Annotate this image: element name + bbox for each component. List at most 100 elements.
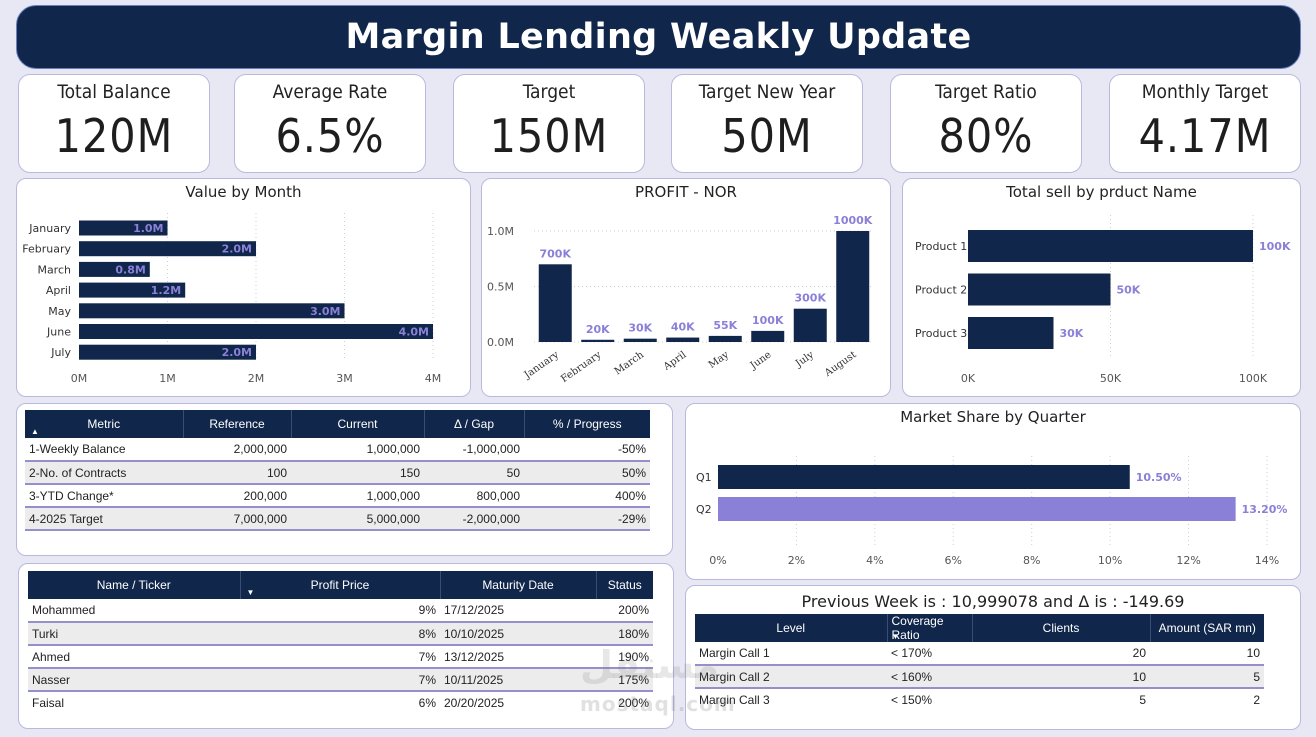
table-row[interactable]: 4-2025 Target 7,000,000 5,000,000 -2,000,00… [25, 507, 650, 531]
cell: 9% [240, 599, 440, 623]
column-header-amount[interactable]: Amount (SAR mn) [1150, 614, 1264, 642]
category-label: June [46, 326, 71, 339]
kpi-card-target[interactable]: Target 150M [453, 74, 645, 173]
category-label: July [50, 346, 71, 359]
cell: 180% [596, 622, 653, 646]
cell: 5 [1139, 693, 1146, 707]
tick-label: 50K [1100, 372, 1122, 385]
cell: Turki [28, 622, 240, 646]
bar [968, 230, 1253, 262]
table-row[interactable]: 2-No. of Contracts 100 150 50 50% [25, 461, 650, 485]
bar [968, 273, 1111, 306]
cell: < 160% [887, 665, 972, 689]
data-label: 100K [752, 314, 784, 327]
cell: 100 [183, 461, 291, 485]
previous-week-title: Previous Week is : 10,999078 and Δ is : … [801, 592, 1185, 611]
bar [751, 330, 785, 342]
data-label: 0.8M [115, 263, 145, 276]
table-row[interactable]: Margin Call 1 < 170% 20 10 [695, 642, 1264, 666]
kpi-card-target-new-year[interactable]: Target New Year 50M [671, 74, 863, 173]
cell: 1-Weekly Balance [25, 438, 183, 462]
cell: -1,000,000 [424, 438, 524, 462]
cell: 5 [1150, 665, 1264, 689]
kpi-card-total-balance[interactable]: Total Balance 120M [18, 74, 210, 173]
column-header-level[interactable]: Level [695, 614, 888, 642]
kpi-value: 6.5% [275, 109, 385, 163]
table-row[interactable]: Nasser 7% 10/11/2025 175% [28, 668, 653, 692]
kpi-value: 150M [489, 109, 609, 163]
sort-up-icon[interactable]: ▲ [31, 427, 39, 436]
category-label: June [748, 349, 774, 372]
column-header-coverage-ratio[interactable]: Coverage Ratio ▼ [887, 614, 973, 642]
cell: 10 [972, 665, 1150, 689]
cell: 10/10/2025 [440, 622, 596, 646]
total-sell-panel[interactable]: Total sell by prduct Name 0K 50K 100K Produ… [902, 178, 1301, 397]
column-header-status[interactable]: Status [596, 571, 653, 599]
column-header-maturity-date[interactable]: Maturity Date [440, 571, 597, 599]
value-by-month-panel[interactable]: Value by Month 0M 1M 2M 3M 4M January 1.0M Febr… [16, 178, 471, 397]
profit-nor-panel[interactable]: PROFIT - NOR 0.0M 0.5M 1.0M 700K January 20K F… [481, 178, 891, 397]
column-header-gap[interactable]: Δ / Gap [424, 410, 525, 438]
market-share-panel[interactable]: Market Share by Quarter 0% 2% 4% 6% 8% 10% 12%… [685, 403, 1301, 580]
bar [79, 344, 256, 360]
cell: Mohammed [28, 599, 240, 623]
data-label: 13.20% [1242, 503, 1288, 516]
cell: 7% [240, 668, 440, 692]
sort-down-icon[interactable]: ▼ [246, 588, 255, 597]
tick-label: 14% [1255, 554, 1279, 567]
chart-title: Market Share by Quarter [900, 408, 1086, 426]
cell: 150 [291, 461, 424, 485]
cell: 200% [596, 599, 653, 623]
category-label: July [793, 349, 816, 370]
profit-nor-chart: 0.0M 0.5M 1.0M 700K January 20K February 30K Mar… [487, 214, 874, 385]
table-row[interactable]: Margin Call 3 < 150% 5 2 [695, 688, 1264, 711]
table-row[interactable]: Mohammed 9% 17/12/2025 200% [28, 599, 653, 623]
cell: 2,000,000 [183, 438, 291, 462]
kpi-label: Target Ratio [935, 81, 1037, 103]
bar [718, 497, 1236, 521]
table-row[interactable]: Faisal 6% 20/20/2025 200% [28, 691, 653, 714]
data-label: 700K [540, 247, 572, 260]
cell: Faisal [32, 696, 65, 710]
market-share-chart: 0% 2% 4% 6% 8% 10% 12% 14% Q1 10.50% Q2 13.20% [696, 456, 1288, 567]
tick-label: 100K [1239, 372, 1268, 385]
table-row[interactable]: Turki 8% 10/10/2025 180% [28, 622, 653, 646]
cell: 7,000,000 [183, 507, 291, 531]
cell: 175% [596, 668, 653, 692]
sort-down-icon[interactable]: ▼ [891, 632, 900, 641]
kpi-card-average-rate[interactable]: Average Rate 6.5% [234, 74, 426, 173]
data-label: 4.0M [399, 326, 429, 339]
data-label: 1.2M [151, 284, 181, 297]
tick-label: 1M [159, 372, 176, 385]
bar [538, 264, 572, 342]
bar [666, 337, 700, 342]
table-row[interactable]: Margin Call 2 < 160% 10 5 [695, 665, 1264, 689]
cell: 17/12/2025 [440, 599, 596, 623]
column-header-current[interactable]: Current [291, 410, 425, 438]
bar [708, 335, 742, 342]
kpi-card-target-ratio[interactable]: Target Ratio 80% [890, 74, 1082, 173]
category-label: Product 1 [915, 240, 967, 253]
table-row[interactable]: 1-Weekly Balance 2,000,000 1,000,000 -1,000… [25, 438, 650, 462]
table-row[interactable]: Ahmed 7% 13/12/2025 190% [28, 645, 653, 669]
tick-label: 10% [1098, 554, 1122, 567]
column-header-progress[interactable]: % / Progress [524, 410, 650, 438]
cell: Margin Call 1 [695, 642, 887, 666]
column-header-clients[interactable]: Clients [972, 614, 1151, 642]
cell: 5,000,000 [291, 507, 424, 531]
category-label: Product 3 [915, 327, 967, 340]
column-header-name[interactable]: Name / Ticker [28, 571, 241, 599]
kpi-card-monthly-target[interactable]: Monthly Target 4.17M [1109, 74, 1301, 173]
column-header-reference[interactable]: Reference [183, 410, 292, 438]
table-row[interactable]: 3-YTD Change* 200,000 1,000,000 800,000 400% [25, 484, 650, 508]
kpi-label: Average Rate [272, 81, 388, 103]
column-header-metric[interactable]: Metric ▲ [25, 410, 184, 438]
kpi-label: Monthly Target [1141, 81, 1269, 103]
bar [793, 308, 827, 342]
category-label: January [28, 222, 71, 235]
column-header-profit-price[interactable]: Profit Price ▼ [240, 571, 441, 599]
bar [79, 303, 345, 319]
bar [79, 241, 256, 257]
data-label: 2.0M [222, 346, 252, 359]
category-label: March [613, 349, 647, 377]
